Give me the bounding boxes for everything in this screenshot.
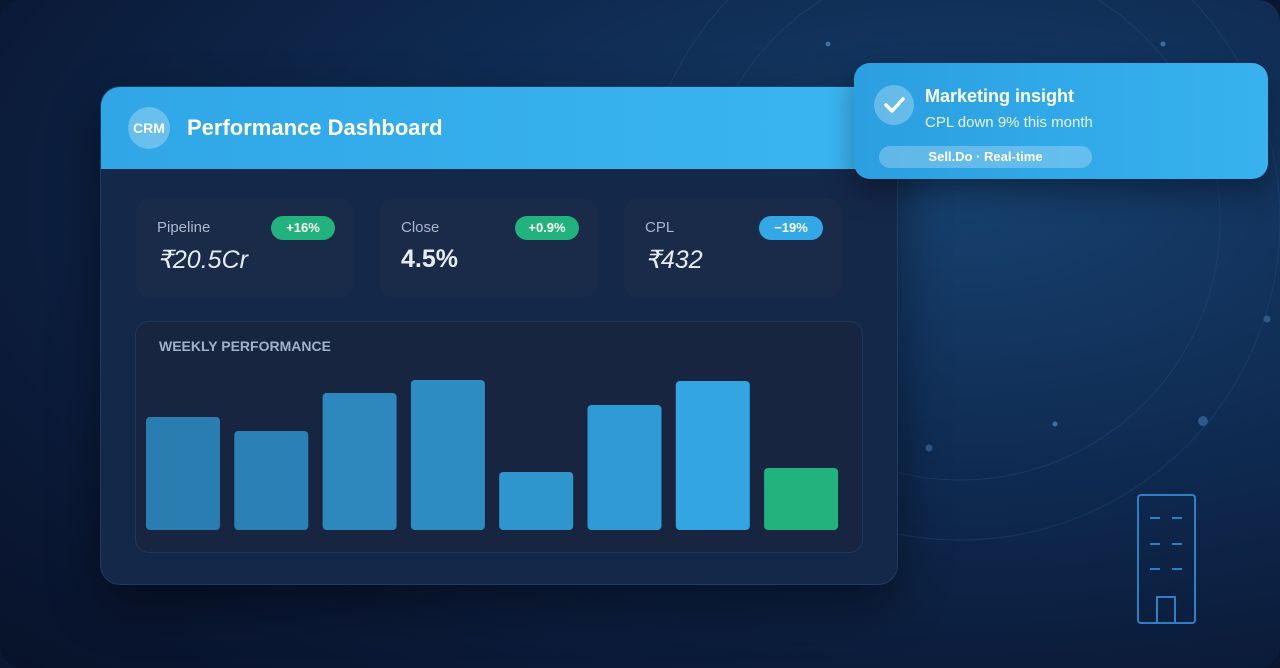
kpi-card: Pipeline ₹20.5Cr +16% [136, 199, 354, 297]
logo: CRM [128, 107, 170, 149]
kpi-card: CPL ₹432 −19% [624, 199, 842, 297]
bar [146, 417, 220, 530]
bar [499, 472, 574, 530]
notification-title: Marketing insight [925, 86, 1075, 106]
chart-title: WEEKLY PERFORMANCE [159, 338, 331, 354]
check-icon [874, 85, 914, 125]
kpi-label: CPL [645, 219, 675, 236]
kpi-badge: +16% [271, 216, 335, 240]
notification-tag: Sell.Do · Real-time [879, 146, 1092, 168]
kpi-value: ₹20.5Cr [157, 246, 248, 274]
kpi-label: Close [401, 219, 440, 236]
kpi-badge: −19% [759, 216, 823, 240]
card-header: CRM Performance Dashboard [101, 87, 897, 169]
bar [764, 468, 839, 530]
chart-panel: WEEKLY PERFORMANCE [135, 321, 863, 553]
bar-chart [146, 380, 839, 530]
notification[interactable]: Marketing insight CPL down 9% this month… [854, 63, 1268, 179]
bar [322, 393, 397, 530]
bar [234, 431, 309, 530]
kpi-value: ₹432 [645, 246, 703, 274]
bar [587, 405, 662, 530]
kpi-value: 4.5% [401, 245, 458, 273]
dashboard-title: Performance Dashboard [187, 115, 443, 140]
kpi-card: Close 4.5% +0.9% [380, 199, 598, 297]
bar [410, 380, 485, 530]
kpi-badge: +0.9% [515, 216, 579, 240]
kpi-label: Pipeline [157, 219, 211, 236]
dashboard-card: CRM Performance Dashboard Pipeline ₹20.5… [100, 86, 898, 585]
bar [675, 381, 750, 530]
notification-text: CPL down 9% this month [925, 114, 1093, 131]
